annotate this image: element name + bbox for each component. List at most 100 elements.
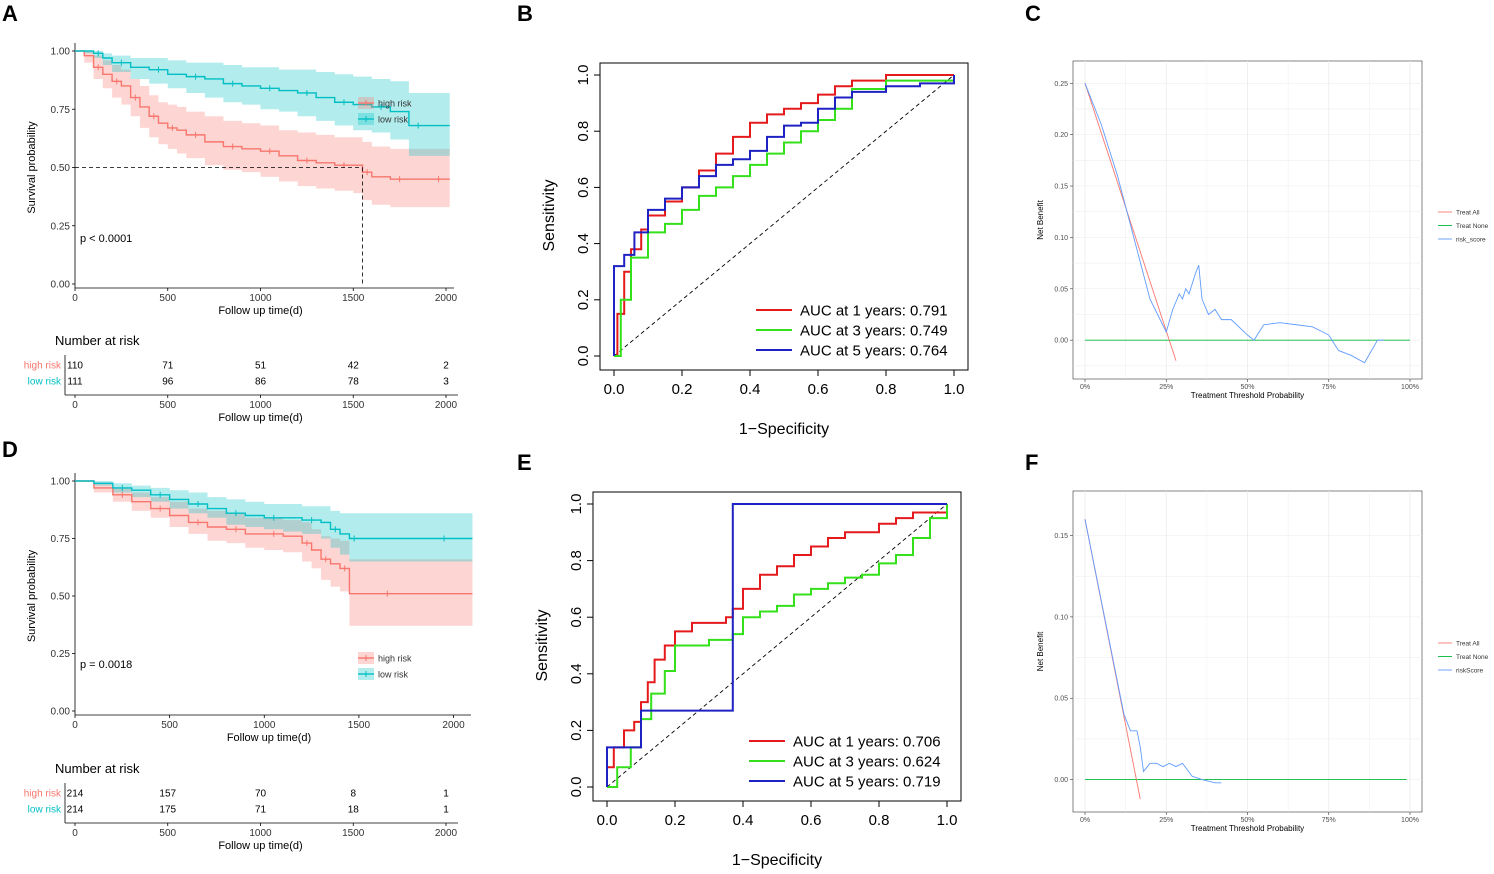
x-tick-label: 0.0 (604, 381, 625, 398)
y-tick-label: 0.50 (51, 592, 71, 603)
risk-row-label: high risk (24, 789, 62, 800)
legend-label: high risk (378, 654, 412, 664)
x-tick-label: 0 (72, 720, 78, 731)
y-tick-label: 0.25 (51, 221, 71, 232)
y-tick-label: 0.0 (575, 346, 592, 367)
km-curve-high-risk (75, 480, 473, 595)
plot-frame (592, 491, 962, 802)
x-axis-label: 1−Specificity (732, 852, 822, 869)
x-axis-label: Follow up time(d) (227, 732, 311, 744)
x-tick-label: 0% (1080, 817, 1090, 824)
x-tick-label: 25% (1159, 384, 1173, 391)
y-tick-label: 1.00 (51, 47, 71, 58)
y-tick-label: 0.4 (575, 233, 592, 254)
ci-band-high-risk (75, 51, 450, 208)
legend-label: Treat All (1456, 210, 1480, 217)
x-axis-label: 1−Specificity (739, 421, 829, 438)
y-tick-label: 0.2 (568, 720, 585, 741)
x-tick-label: 0.8 (869, 812, 890, 829)
risk-x-tick-label: 1500 (342, 400, 365, 411)
risk-count: 18 (348, 805, 360, 816)
risk-count: 71 (255, 805, 267, 816)
y-tick-label: 0.0 (568, 777, 585, 798)
legend-label: risk_score (1456, 237, 1486, 244)
risk-x-label: Follow up time(d) (218, 412, 302, 424)
risk-count: 1 (443, 789, 449, 800)
roc-plot-b: 0.0 0.2 0.4 0.6 0.8 1.0 0.0 0.2 0.4 0.6 0.8 1.0 1−Sp… (541, 62, 969, 438)
legend-label: AUC at 5 years: 0.764 (800, 343, 948, 360)
risk-x-label: Follow up time(d) (218, 840, 302, 852)
risk-count: 71 (162, 361, 174, 372)
x-tick-label: 1.0 (937, 812, 958, 829)
legend-label: Treat All (1456, 641, 1480, 648)
risk-x-tick-label: 0 (72, 400, 78, 411)
x-tick-label: 100% (1401, 817, 1419, 824)
x-tick-label: 25% (1159, 817, 1173, 824)
roc-curve-5yr (606, 503, 947, 787)
y-axis-label: Sensitivity (541, 179, 558, 251)
x-tick-label: 0.6 (801, 812, 822, 829)
y-tick-label: 0.75 (51, 534, 71, 545)
y-tick-label: 0.00 (1054, 338, 1068, 345)
y-tick-label: 0.6 (568, 607, 585, 628)
risk-count: 214 (67, 805, 84, 816)
x-tick-label: 100% (1401, 384, 1419, 391)
x-tick-label: 0.4 (733, 812, 754, 829)
y-tick-label: 0.00 (1054, 777, 1068, 784)
legend-label: AUC at 1 years: 0.791 (800, 303, 948, 320)
panel-label-e: E (517, 450, 532, 475)
y-tick-label: 1.0 (568, 494, 585, 515)
roc-plot-e: 0.0 0.2 0.4 0.6 0.8 1.0 0.0 0.2 0.4 0.6 0.8 1.0 1−Sp… (534, 491, 962, 869)
roc-curve-5yr (613, 75, 955, 356)
y-tick-label: 0.25 (1054, 81, 1068, 88)
risk-row-label: low risk (28, 377, 62, 388)
x-tick-label: 0.8 (876, 381, 897, 398)
y-axis-label: Survival probability (26, 121, 38, 214)
legend-label: Treat None (1456, 654, 1489, 661)
panel-label-a: A (2, 1, 18, 26)
legend-label: low risk (378, 670, 409, 680)
risk-count: 70 (255, 789, 267, 800)
risk-x-tick-label: 1500 (342, 828, 365, 839)
x-tick-label: 50% (1240, 817, 1254, 824)
x-axis-label: Treatment Threshold Probability (1191, 391, 1304, 400)
risk-count: 96 (162, 377, 174, 388)
x-tick-label: 1.0 (944, 381, 965, 398)
y-tick-label: 0.10 (1054, 235, 1068, 242)
km-curve-high-risk (75, 50, 450, 180)
x-tick-label: 0.4 (740, 381, 761, 398)
panel-label-b: B (517, 1, 533, 26)
x-tick-label: 1000 (253, 720, 276, 731)
y-tick-label: 0.00 (51, 280, 71, 291)
legend-label: high risk (378, 99, 412, 109)
risk-count: 8 (350, 789, 356, 800)
panel-label-f: F (1025, 450, 1038, 475)
x-tick-label: 0.0 (597, 812, 618, 829)
y-tick-label: 0.15 (1054, 533, 1068, 540)
risk-x-tick-label: 1000 (249, 828, 272, 839)
reference-diagonal (613, 74, 955, 357)
y-tick-label: 0.75 (51, 105, 71, 116)
x-tick-label: 0% (1080, 384, 1090, 391)
risk-table-d: Number at risk high risk 214 157 70 8 1 low ris… (24, 761, 458, 852)
ci-band-high-risk (75, 481, 473, 626)
panel-label-d: D (2, 437, 18, 462)
km-curve-low-risk (75, 480, 473, 540)
x-tick-label: 0 (72, 293, 78, 304)
x-axis-label: Follow up time(d) (218, 305, 302, 317)
ci-band-low-risk (75, 51, 450, 156)
y-tick-label: 0.10 (1054, 614, 1068, 621)
risk-count: 111 (67, 377, 83, 388)
x-tick-label: 500 (161, 720, 178, 731)
km-curve-low-risk (75, 50, 450, 127)
x-tick-label: 0.6 (808, 381, 829, 398)
risk-count: 51 (255, 361, 267, 372)
y-axis-label: Sensitivity (534, 609, 551, 681)
y-tick-label: 0.8 (568, 550, 585, 571)
y-tick-label: 0.05 (1054, 696, 1068, 703)
legend-label: AUC at 1 years: 0.706 (793, 734, 941, 751)
legend-label: AUC at 5 years: 0.719 (793, 774, 941, 791)
y-axis-label: Net Benefit (1036, 631, 1045, 671)
x-tick-label: 0.2 (672, 381, 693, 398)
legend-label: Treat None (1456, 223, 1489, 230)
